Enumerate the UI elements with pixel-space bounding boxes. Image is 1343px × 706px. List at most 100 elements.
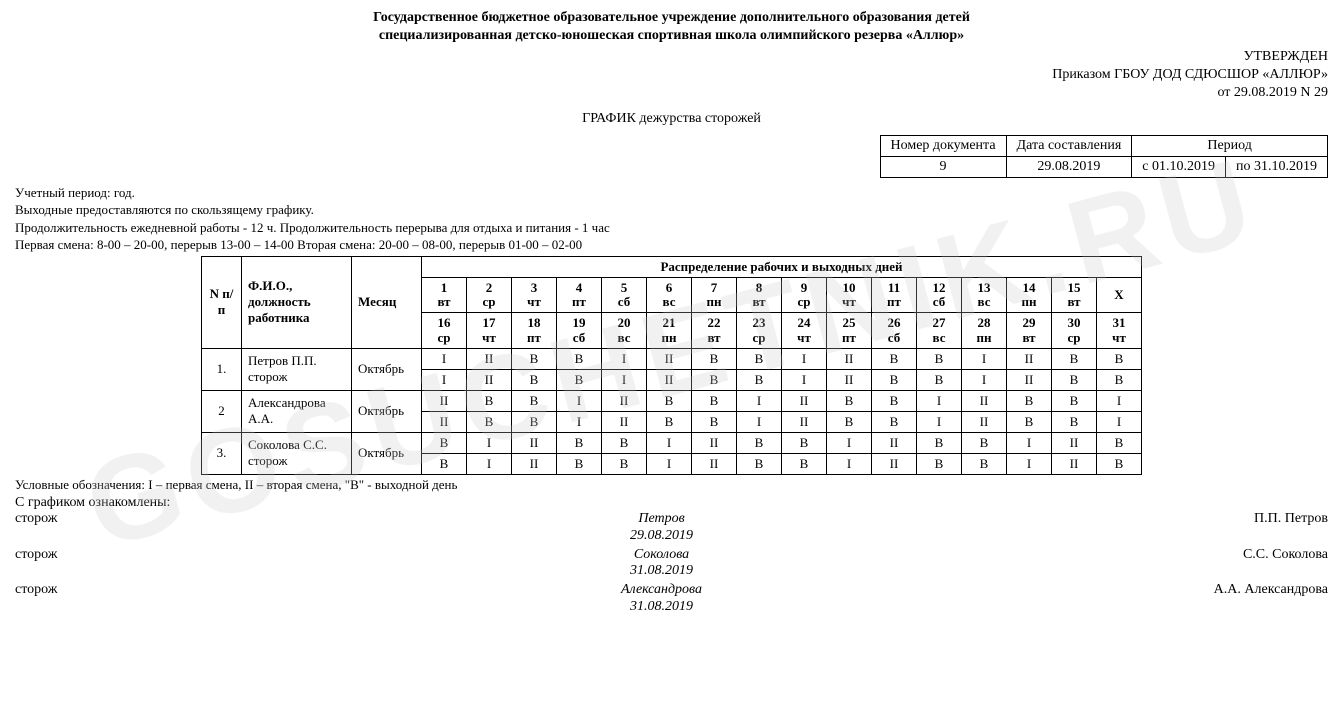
cell: II [467,348,512,369]
cell: I [647,432,692,453]
day-head-top-8: 8вт [737,277,782,313]
cell: В [827,390,872,411]
cell: В [917,432,962,453]
note-3: Продолжительность ежедневной работы - 12… [15,219,1328,237]
th-fio: Ф.И.О., должность работника [242,256,352,348]
day-head-top-13: 13вс [962,277,1007,313]
day-head-bot-3: 18пт [512,313,557,349]
cell: I [602,369,647,390]
cell: II [1007,348,1052,369]
cell: I [602,348,647,369]
meta-h-docnum: Номер документа [880,135,1006,156]
cell: II [962,411,1007,432]
cell: В [422,453,467,474]
cell: В [692,369,737,390]
sign-name-2: Соколова [215,547,1108,564]
cell: II [962,390,1007,411]
sign-date-1: 29.08.2019 [215,528,1108,545]
day-head-top-10: 10чт [827,277,872,313]
day-head-top-2: 2ср [467,277,512,313]
cell: В [1007,411,1052,432]
cell: В [737,369,782,390]
cell: В [962,453,1007,474]
row-month: Октябрь [352,348,422,390]
cell: В [602,453,647,474]
meta-docnum: 9 [880,156,1006,177]
cell: В [512,390,557,411]
cell: В [872,390,917,411]
row-month: Октябрь [352,390,422,432]
approval-3: от 29.08.2019 N 29 [15,84,1328,102]
day-head-bot-2: 17чт [467,313,512,349]
row-num: 2 [202,390,242,432]
day-head-bot-14: 29вт [1007,313,1052,349]
cell: В [1052,411,1097,432]
cell: I [737,390,782,411]
day-head-top-14: 14пн [1007,277,1052,313]
org-title-1: Государственное бюджетное образовательно… [15,10,1328,26]
meta-date: 29.08.2019 [1006,156,1132,177]
cell: II [512,453,557,474]
cell: В [647,390,692,411]
notes: Учетный период: год. Выходные предоставл… [15,184,1328,254]
day-head-bot-8: 23ср [737,313,782,349]
cell: В [962,432,1007,453]
cell: II [692,432,737,453]
day-head-top-9: 9ср [782,277,827,313]
th-month: Месяц [352,256,422,348]
approval-2: Приказом ГБОУ ДОД СДЮСШОР «АЛЛЮР» [15,66,1328,84]
row-month: Октябрь [352,432,422,474]
cell: II [647,369,692,390]
cell: I [782,369,827,390]
cell: I [422,348,467,369]
approval-block: УТВЕРЖДЕН Приказом ГБОУ ДОД СДЮСШОР «АЛЛ… [15,48,1328,103]
day-head-top-12: 12сб [917,277,962,313]
cell: II [1007,369,1052,390]
cell: В [872,348,917,369]
day-head-top-7: 7пн [692,277,737,313]
meta-period-to: по 31.10.2019 [1226,156,1328,177]
day-head-bot-5: 20вс [602,313,647,349]
cell: II [827,348,872,369]
sign-date-3: 31.08.2019 [215,599,1108,616]
cell: В [1097,369,1142,390]
legend: Условные обозначения: I – первая смена, … [15,477,1328,493]
cell: I [1097,390,1142,411]
day-head-bot-11: 26сб [872,313,917,349]
cell: В [917,369,962,390]
cell: II [827,369,872,390]
sign-full-2: С.С. Соколова [1108,547,1328,563]
cell: II [602,390,647,411]
cell: В [557,348,602,369]
cell: В [467,411,512,432]
sign-name-1: Петров [215,511,1108,528]
cell: II [512,432,557,453]
row-fio: Петров П.П. сторож [242,348,352,390]
meta-period-from: с 01.10.2019 [1132,156,1226,177]
day-head-bot-4: 19сб [557,313,602,349]
cell: В [1052,369,1097,390]
cell: В [512,348,557,369]
day-head-bot-6: 21пн [647,313,692,349]
cell: II [602,411,647,432]
cell: В [1097,432,1142,453]
th-num: N п/п [202,256,242,348]
day-head-top-5: 5сб [602,277,647,313]
cell: В [1097,348,1142,369]
cell: I [557,411,602,432]
cell: В [917,453,962,474]
cell: II [467,369,512,390]
cell: В [557,369,602,390]
cell: В [1097,453,1142,474]
cell: I [962,348,1007,369]
sign-block: С графиком ознакомлены: сторож Петров 29… [15,495,1328,616]
row-num: 1. [202,348,242,390]
approval-1: УТВЕРЖДЕН [15,48,1328,66]
cell: II [782,390,827,411]
sign-row-1: сторож Петров 29.08.2019 П.П. Петров [15,511,1328,545]
cell: В [602,432,647,453]
schedule-table: N п/п Ф.И.О., должность работника Месяц … [201,256,1142,475]
sign-full-3: А.А. Александрова [1108,582,1328,598]
day-head-top-3: 3чт [512,277,557,313]
day-head-bot-16: 31чт [1097,313,1142,349]
